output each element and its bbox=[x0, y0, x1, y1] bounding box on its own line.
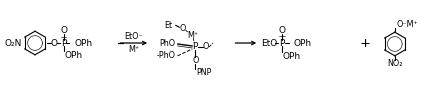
Text: M⁺: M⁺ bbox=[128, 45, 139, 54]
Text: NO₂: NO₂ bbox=[387, 59, 402, 68]
Text: M⁺: M⁺ bbox=[188, 31, 199, 40]
Text: +: + bbox=[360, 37, 371, 50]
Text: O: O bbox=[192, 56, 198, 65]
Text: O⁻M⁺: O⁻M⁺ bbox=[397, 20, 418, 29]
Text: EtO⁻: EtO⁻ bbox=[124, 32, 143, 41]
Text: EtO: EtO bbox=[261, 39, 277, 48]
Text: OPh: OPh bbox=[74, 39, 92, 48]
Text: PNP: PNP bbox=[196, 68, 212, 77]
Text: O: O bbox=[60, 26, 67, 35]
Text: O: O bbox=[50, 39, 57, 48]
Text: O: O bbox=[278, 26, 285, 35]
Text: OPh: OPh bbox=[293, 39, 312, 48]
Text: Et: Et bbox=[165, 21, 173, 30]
Text: P: P bbox=[61, 39, 66, 48]
Text: O: O bbox=[179, 24, 186, 33]
Text: P: P bbox=[192, 42, 198, 51]
Text: O₂N: O₂N bbox=[5, 39, 22, 48]
Text: PhO: PhO bbox=[159, 39, 176, 48]
Text: P: P bbox=[279, 39, 285, 48]
Text: OPh: OPh bbox=[283, 52, 301, 61]
Text: -PhO: -PhO bbox=[156, 51, 176, 60]
Text: O: O bbox=[203, 42, 209, 51]
Text: OPh: OPh bbox=[64, 51, 83, 60]
